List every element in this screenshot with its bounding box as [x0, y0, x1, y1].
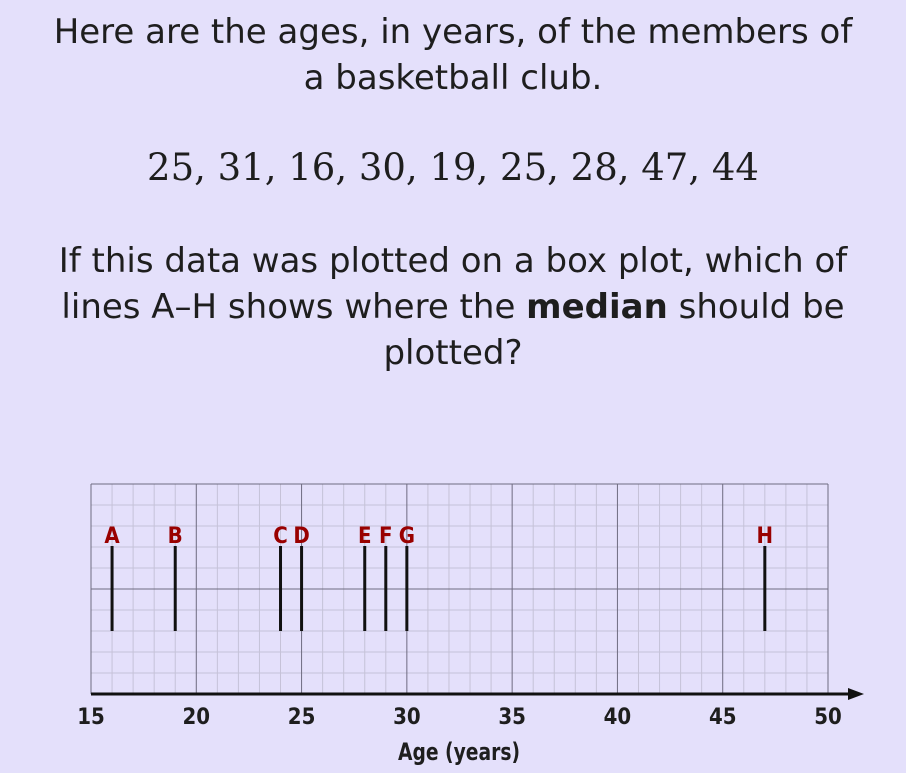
- x-tick-label: 15: [77, 705, 105, 730]
- x-tick-label: 40: [604, 705, 632, 730]
- marker-label-f: F: [379, 524, 393, 549]
- marker-label-g: G: [399, 524, 415, 549]
- x-tick-label: 45: [709, 705, 737, 730]
- question-prompt: If this data was plotted on a box plot, …: [0, 238, 906, 376]
- prompt-line-2-start: lines A–H shows where the: [61, 287, 527, 327]
- x-tick-label: 30: [393, 705, 421, 730]
- prompt-line-1: If this data was plotted on a box plot, …: [58, 241, 848, 281]
- x-tick-label: 20: [183, 705, 211, 730]
- x-axis: [91, 688, 864, 700]
- intro-line-1: Here are the ages, in years, of the memb…: [53, 12, 853, 52]
- x-tick-label: 35: [498, 705, 526, 730]
- prompt-line-2: lines A–H shows where the median should …: [0, 284, 906, 330]
- marker-label-h: H: [757, 524, 774, 549]
- marker-label-c: C: [273, 524, 288, 549]
- intro-line-2: a basketball club.: [303, 58, 603, 98]
- marker-label-e: E: [358, 524, 372, 549]
- intro-text: Here are the ages, in years, of the memb…: [0, 9, 906, 101]
- x-axis-label: Age (years): [398, 738, 520, 766]
- median-keyword: median: [526, 287, 668, 327]
- marker-label-a: A: [104, 524, 120, 549]
- x-tick-labels: 15 20 25 30 35 40 45 50: [77, 705, 842, 730]
- x-tick-label: 50: [814, 705, 842, 730]
- major-gridlines: [90, 483, 829, 694]
- marker-label-d: D: [293, 524, 309, 549]
- data-values: 25, 31, 16, 30, 19, 25, 28, 47, 44: [147, 146, 759, 189]
- prompt-line-2-end: should be: [667, 287, 845, 327]
- prompt-line-3: plotted?: [383, 333, 523, 373]
- axis-arrowhead: [848, 688, 864, 700]
- marker-label-b: B: [168, 524, 183, 549]
- x-tick-label: 25: [288, 705, 316, 730]
